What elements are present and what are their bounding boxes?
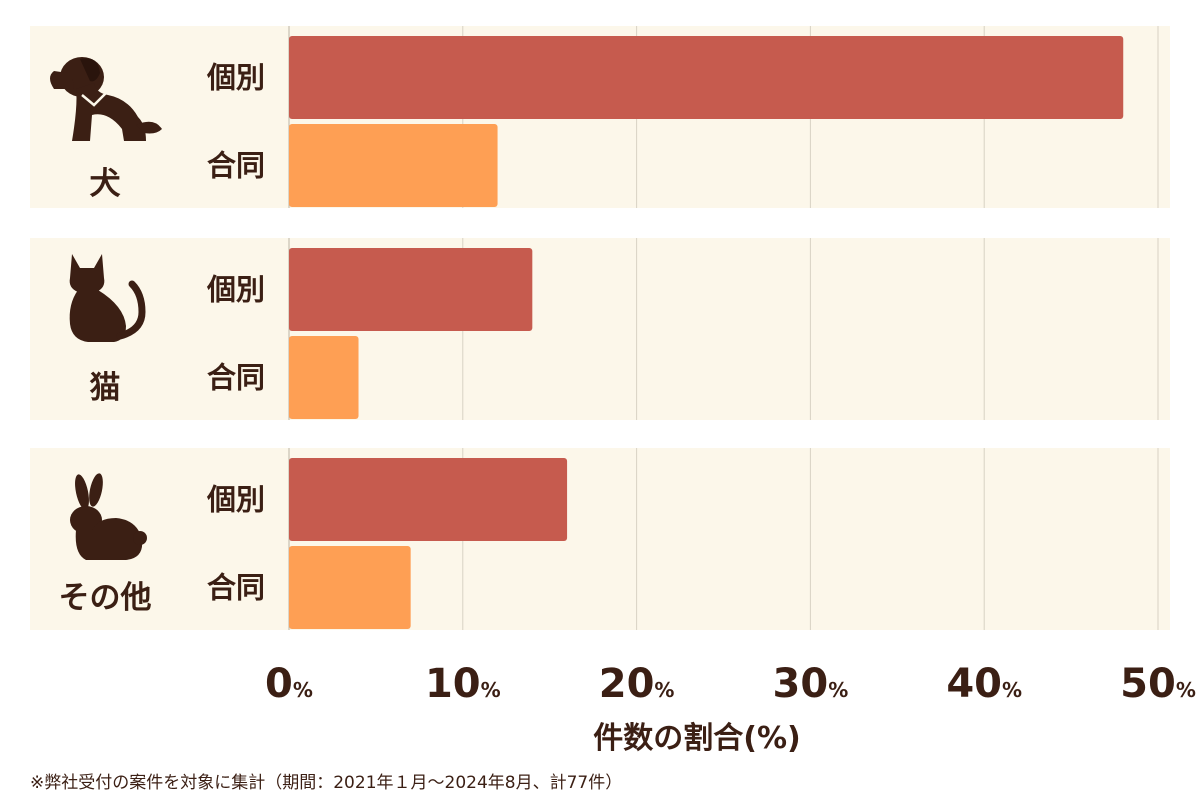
group-label: その他 [59,580,152,616]
bar-2-1 [289,546,411,629]
group-panel-1 [30,238,1170,420]
series-label: 個別 [206,61,265,95]
x-tick-label: 0% [265,661,313,707]
x-tick-label: 20% [599,661,675,707]
rabbit-icon [70,473,147,560]
series-label: 合同 [207,571,265,605]
x-tick-label: 10% [425,661,501,707]
bar-1-0 [289,248,533,331]
cat-icon [69,254,146,342]
group-label: 猫 [90,370,121,406]
bar-0-1 [289,124,498,207]
bar-2-0 [289,458,568,541]
series-label: 合同 [207,361,265,395]
bar-1-1 [289,336,359,419]
x-axis-label: 件数の割合(%) [593,721,800,756]
series-label: 個別 [206,273,265,307]
series-label: 個別 [206,483,265,517]
dog-icon [50,57,162,141]
footnote: ※弊社受付の案件を対象に集計（期間：2021年１月～2024年8月、計77件） [30,773,623,793]
x-tick-label: 40% [946,661,1022,707]
x-tick-label: 50% [1120,661,1196,707]
group-panel-2 [30,448,1170,630]
series-label: 合同 [207,149,265,183]
x-tick-label: 30% [773,661,849,707]
group-label: 犬 [90,166,121,202]
bar-0-0 [289,36,1124,119]
